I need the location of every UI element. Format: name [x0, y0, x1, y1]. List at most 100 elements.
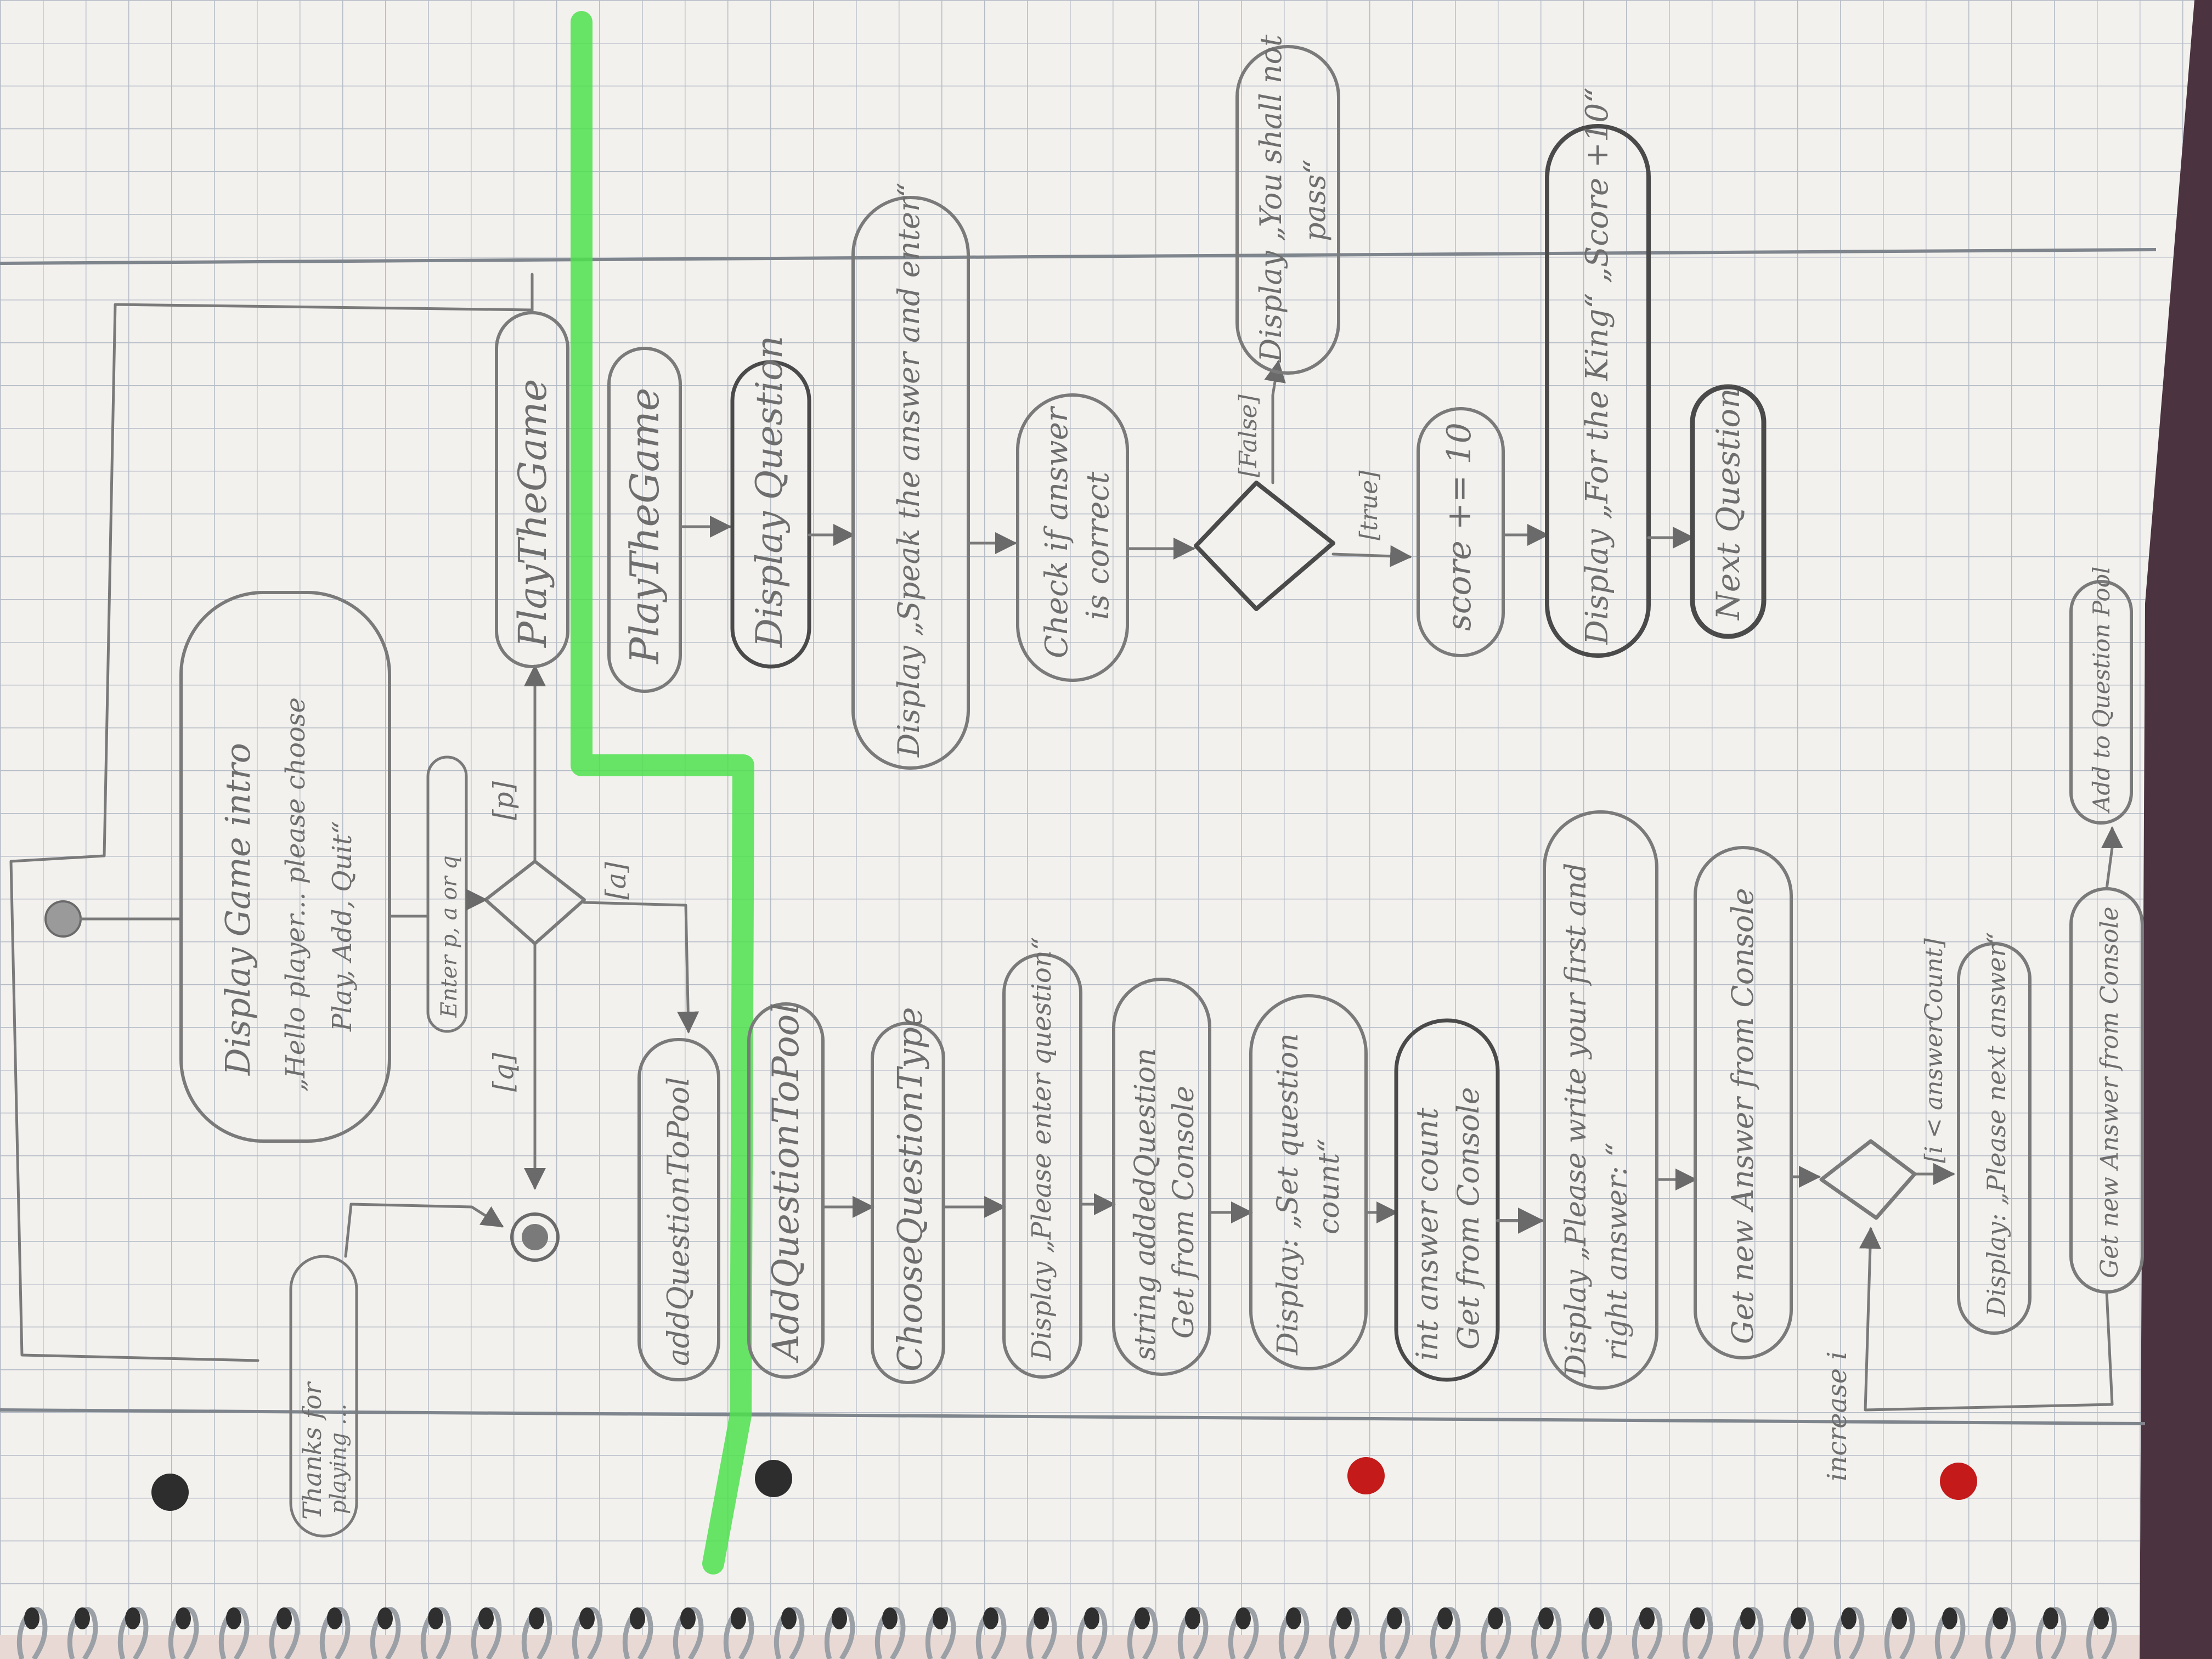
connector	[344, 1203, 504, 1258]
get-new-answer-loop-label: Get new Answer from Console	[2096, 907, 2124, 1279]
spiral-hole	[781, 1607, 797, 1629]
spiral-ring	[874, 1607, 906, 1659]
write-first-answer-line1: Display „Please write your first and	[1560, 863, 1593, 1378]
spiral-hole	[1791, 1607, 1806, 1629]
spiral-ring	[1934, 1607, 1966, 1659]
punch-hole	[1347, 1457, 1385, 1494]
answer-decision	[1194, 481, 1335, 611]
int-answer-count-box	[1394, 1018, 1500, 1382]
spiral-hole	[1286, 1607, 1301, 1629]
spiral-ring	[1480, 1607, 1511, 1659]
next-question-box	[1690, 384, 1767, 639]
spiral-hole	[529, 1607, 544, 1629]
main-flow: Display Game intro „Hello player... plea…	[9, 273, 720, 1538]
guard-a: [a]	[600, 862, 632, 900]
spiral-hole	[1488, 1607, 1503, 1629]
check-answer-line1: Check if answer	[1039, 405, 1075, 658]
spiral-hole	[176, 1607, 191, 1629]
spiral-hole	[1084, 1607, 1099, 1629]
spiral-hole	[579, 1607, 595, 1629]
spiral-hole	[125, 1607, 140, 1629]
please-enter-question-box	[1002, 953, 1082, 1379]
spiral-ring	[1682, 1607, 1713, 1659]
punch-holes	[151, 1457, 1977, 1511]
spiral-hole	[680, 1607, 696, 1629]
spiral-hole	[1387, 1607, 1402, 1629]
spiral-hole	[226, 1607, 241, 1629]
get-question-count-line2: count“	[1313, 1138, 1346, 1234]
spiral-ring	[1531, 1607, 1562, 1659]
spiral-hole	[1993, 1607, 2008, 1629]
increase-label: increase i	[1822, 1351, 1853, 1481]
spiral-hole	[1538, 1607, 1554, 1629]
spiral-ring	[1127, 1607, 1158, 1659]
string-add-question-line2: Get from Console	[1167, 1086, 1200, 1339]
check-answer-line2: is correct	[1080, 471, 1116, 620]
spiral-ring	[925, 1607, 956, 1659]
spiral-hole	[1185, 1607, 1200, 1629]
shall-not-pass-line2: pass“	[1297, 159, 1332, 241]
check-answer-box	[1016, 393, 1129, 682]
write-first-answer-line2: right answer: “	[1601, 1142, 1634, 1361]
spiral-hole	[630, 1607, 645, 1629]
spiral-hole	[2094, 1607, 2109, 1629]
spiral-hole	[1892, 1607, 1907, 1629]
spiral-hole	[1437, 1607, 1453, 1629]
spiral-ring	[16, 1607, 48, 1659]
spiral-hole	[933, 1607, 948, 1629]
spiral-hole	[731, 1607, 746, 1629]
please-next-answer-box	[1957, 942, 2032, 1335]
get-question-count-line1: Display: „Set question	[1272, 1033, 1305, 1356]
spiral-ring	[1228, 1607, 1259, 1659]
string-add-question-box	[1112, 978, 1211, 1376]
int-answer-count-line1: int answer count	[1410, 1108, 1444, 1361]
spiral-ring	[1026, 1607, 1057, 1659]
spiral-ring	[1733, 1607, 1764, 1659]
loop-connector	[9, 303, 534, 1362]
highlighter-divider	[571, 11, 754, 1575]
spiral-hole	[1235, 1607, 1251, 1629]
choose-type-box	[871, 1022, 945, 1384]
play-flow-title: PlayTheGame	[622, 388, 668, 665]
spiral-ring	[319, 1607, 351, 1659]
spiral-ring	[370, 1607, 401, 1659]
shall-not-pass-line1: Display „You shall not	[1254, 35, 1288, 363]
spiral-ring	[1278, 1607, 1310, 1659]
play-flow-title-box	[607, 347, 682, 693]
spiral-ring	[1076, 1607, 1108, 1659]
score-box	[1417, 407, 1505, 657]
choose-type-label: ChooseQuestionType	[890, 1007, 930, 1372]
spiral-hole	[1336, 1607, 1352, 1629]
punch-hole	[1940, 1463, 1977, 1500]
end-node-core	[522, 1224, 548, 1250]
get-new-answer-label: Get new Answer from Console	[1725, 888, 1760, 1344]
score-label: score += 10	[1440, 422, 1479, 631]
spiral-ring	[2035, 1607, 2067, 1659]
spiral-ring	[1884, 1607, 1915, 1659]
add-to-pool-box	[2069, 580, 2133, 825]
spiral-ring	[168, 1607, 199, 1659]
spiral-ring	[1329, 1607, 1360, 1659]
for-the-king-box	[1545, 124, 1651, 658]
intro-line1: „Hello player... please choose	[280, 697, 311, 1092]
spiral-ring	[269, 1607, 300, 1659]
for-the-king-label: Display „For the King“ „Score +10“	[1579, 87, 1615, 645]
spiral-ring	[975, 1607, 1007, 1659]
shall-not-pass-box	[1235, 45, 1340, 375]
spiral-ring	[420, 1607, 452, 1659]
spiral-hole	[276, 1607, 292, 1629]
string-add-question-line1: string addedQuestion	[1129, 1048, 1162, 1361]
start-node	[44, 900, 82, 938]
spiral-ring	[117, 1607, 149, 1659]
thanks-line2: playing …	[326, 1403, 351, 1514]
spiral-ring	[1985, 1607, 2016, 1659]
add-flow-title: AddQuestionToPool	[765, 1002, 807, 1364]
enter-choice-label: Enter p, a or q	[437, 855, 462, 1018]
spiral-hole	[882, 1607, 898, 1629]
spiral-hole	[1135, 1607, 1150, 1629]
page-edge	[0, 1635, 2140, 1659]
speak-answer-label: Display „Speak the answer and enter“	[891, 182, 926, 758]
add-to-pool-label: Add to Question Pool	[2088, 567, 2115, 814]
